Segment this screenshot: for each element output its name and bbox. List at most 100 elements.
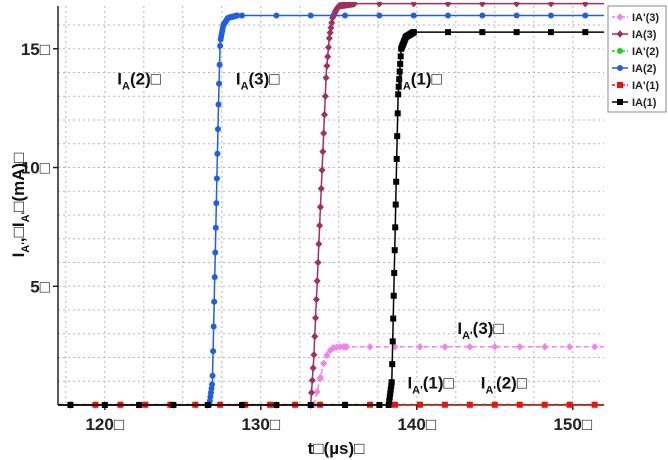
data-point	[444, 2, 452, 8]
data-point	[491, 401, 498, 408]
data-point	[318, 166, 326, 174]
data-point	[307, 402, 314, 408]
data-point	[317, 184, 325, 193]
data-point	[212, 249, 219, 256]
annotation-label: IA(3)□	[236, 69, 280, 92]
data-point	[395, 83, 402, 90]
data-point	[393, 178, 400, 185]
data-point	[388, 379, 395, 386]
data-point	[386, 398, 393, 405]
legend-marker	[617, 82, 623, 88]
data-point	[441, 343, 449, 351]
data-point	[323, 62, 331, 70]
annotation-main: I	[481, 373, 486, 392]
data-point	[445, 29, 451, 36]
data-point	[376, 402, 383, 408]
data-point	[215, 101, 222, 108]
legend-entry: IA(1)	[632, 97, 657, 109]
annotation-label: IA'(3)□	[457, 319, 503, 342]
annotation-main: I	[407, 373, 412, 392]
data-point	[273, 402, 280, 408]
data-point	[389, 361, 396, 368]
series-ia1	[58, 29, 604, 408]
data-point	[388, 383, 395, 389]
y-axis-title-subscript: A'	[20, 242, 32, 253]
data-point	[234, 12, 241, 19]
data-point	[316, 221, 324, 230]
data-point	[394, 133, 401, 140]
data-point	[581, 2, 589, 8]
legend-marker	[616, 30, 624, 38]
data-point	[591, 343, 599, 351]
legend-entry: IA'(2)	[632, 46, 659, 58]
data-point	[216, 80, 223, 87]
data-point	[216, 61, 223, 68]
data-point	[307, 12, 314, 19]
data-point	[209, 372, 216, 379]
data-point	[375, 2, 383, 8]
y-axis-title-part: □(mA)□	[9, 153, 28, 212]
data-point	[547, 12, 554, 19]
legend-entry: IA(2)	[632, 63, 657, 75]
data-point	[211, 274, 218, 281]
data-point	[308, 388, 316, 397]
data-point	[410, 2, 418, 8]
data-point	[392, 224, 399, 231]
x-tick-label: 120□	[85, 415, 124, 434]
data-point	[566, 401, 573, 408]
data-point	[416, 343, 424, 351]
data-point	[390, 292, 397, 299]
data-point	[376, 12, 383, 19]
data-point	[328, 19, 336, 27]
legend: IA'(3) IA(3) IA'(2) IA(2) IA'(1) IA(1)	[607, 5, 667, 113]
y-tick-label: 5□	[30, 277, 50, 296]
annotation-tail: (2)□	[496, 373, 527, 392]
data-point	[466, 343, 474, 351]
data-point	[350, 2, 358, 8]
data-point	[389, 338, 396, 345]
data-point	[320, 110, 328, 119]
data-point	[547, 2, 555, 8]
data-point	[319, 147, 327, 156]
data-point	[217, 42, 224, 49]
data-point	[320, 129, 328, 137]
annotation-tail: (3)□	[249, 69, 280, 88]
data-point	[441, 401, 448, 408]
data-point	[541, 401, 548, 408]
data-point	[387, 390, 394, 397]
data-point	[210, 323, 217, 330]
data-point	[410, 29, 417, 36]
legend-entry: IA(3)	[632, 29, 657, 41]
legend-marker	[616, 13, 624, 21]
y-axis-title: IA',□IA'□(mA)□	[9, 153, 32, 258]
data-point	[310, 351, 318, 359]
data-point	[213, 200, 220, 207]
data-point	[396, 68, 403, 75]
annotation-label: IA(1)□	[398, 69, 442, 92]
data-point	[416, 401, 423, 408]
data-point	[591, 401, 598, 408]
data-point	[214, 126, 221, 133]
data-point	[582, 12, 589, 19]
data-point	[312, 295, 320, 304]
data-point	[582, 29, 589, 36]
data-point	[478, 2, 486, 8]
data-point	[239, 402, 246, 408]
data-point	[239, 12, 246, 19]
y-axis-title-subscript: A'	[20, 211, 32, 222]
data-point	[322, 73, 330, 82]
x-tick-label: 150□	[553, 415, 592, 434]
grid	[58, 6, 604, 405]
data-point	[541, 343, 549, 351]
data-point	[312, 314, 320, 322]
data-point	[390, 315, 397, 322]
annotation-subscript: A'	[412, 384, 423, 396]
data-point	[326, 28, 334, 37]
data-point	[391, 269, 398, 276]
data-point	[516, 401, 523, 408]
data-point	[313, 387, 321, 396]
legend-box	[607, 5, 667, 113]
y-tick-label: 15□	[21, 40, 50, 59]
data-point	[391, 247, 398, 254]
annotation-subscript: A	[241, 80, 249, 92]
